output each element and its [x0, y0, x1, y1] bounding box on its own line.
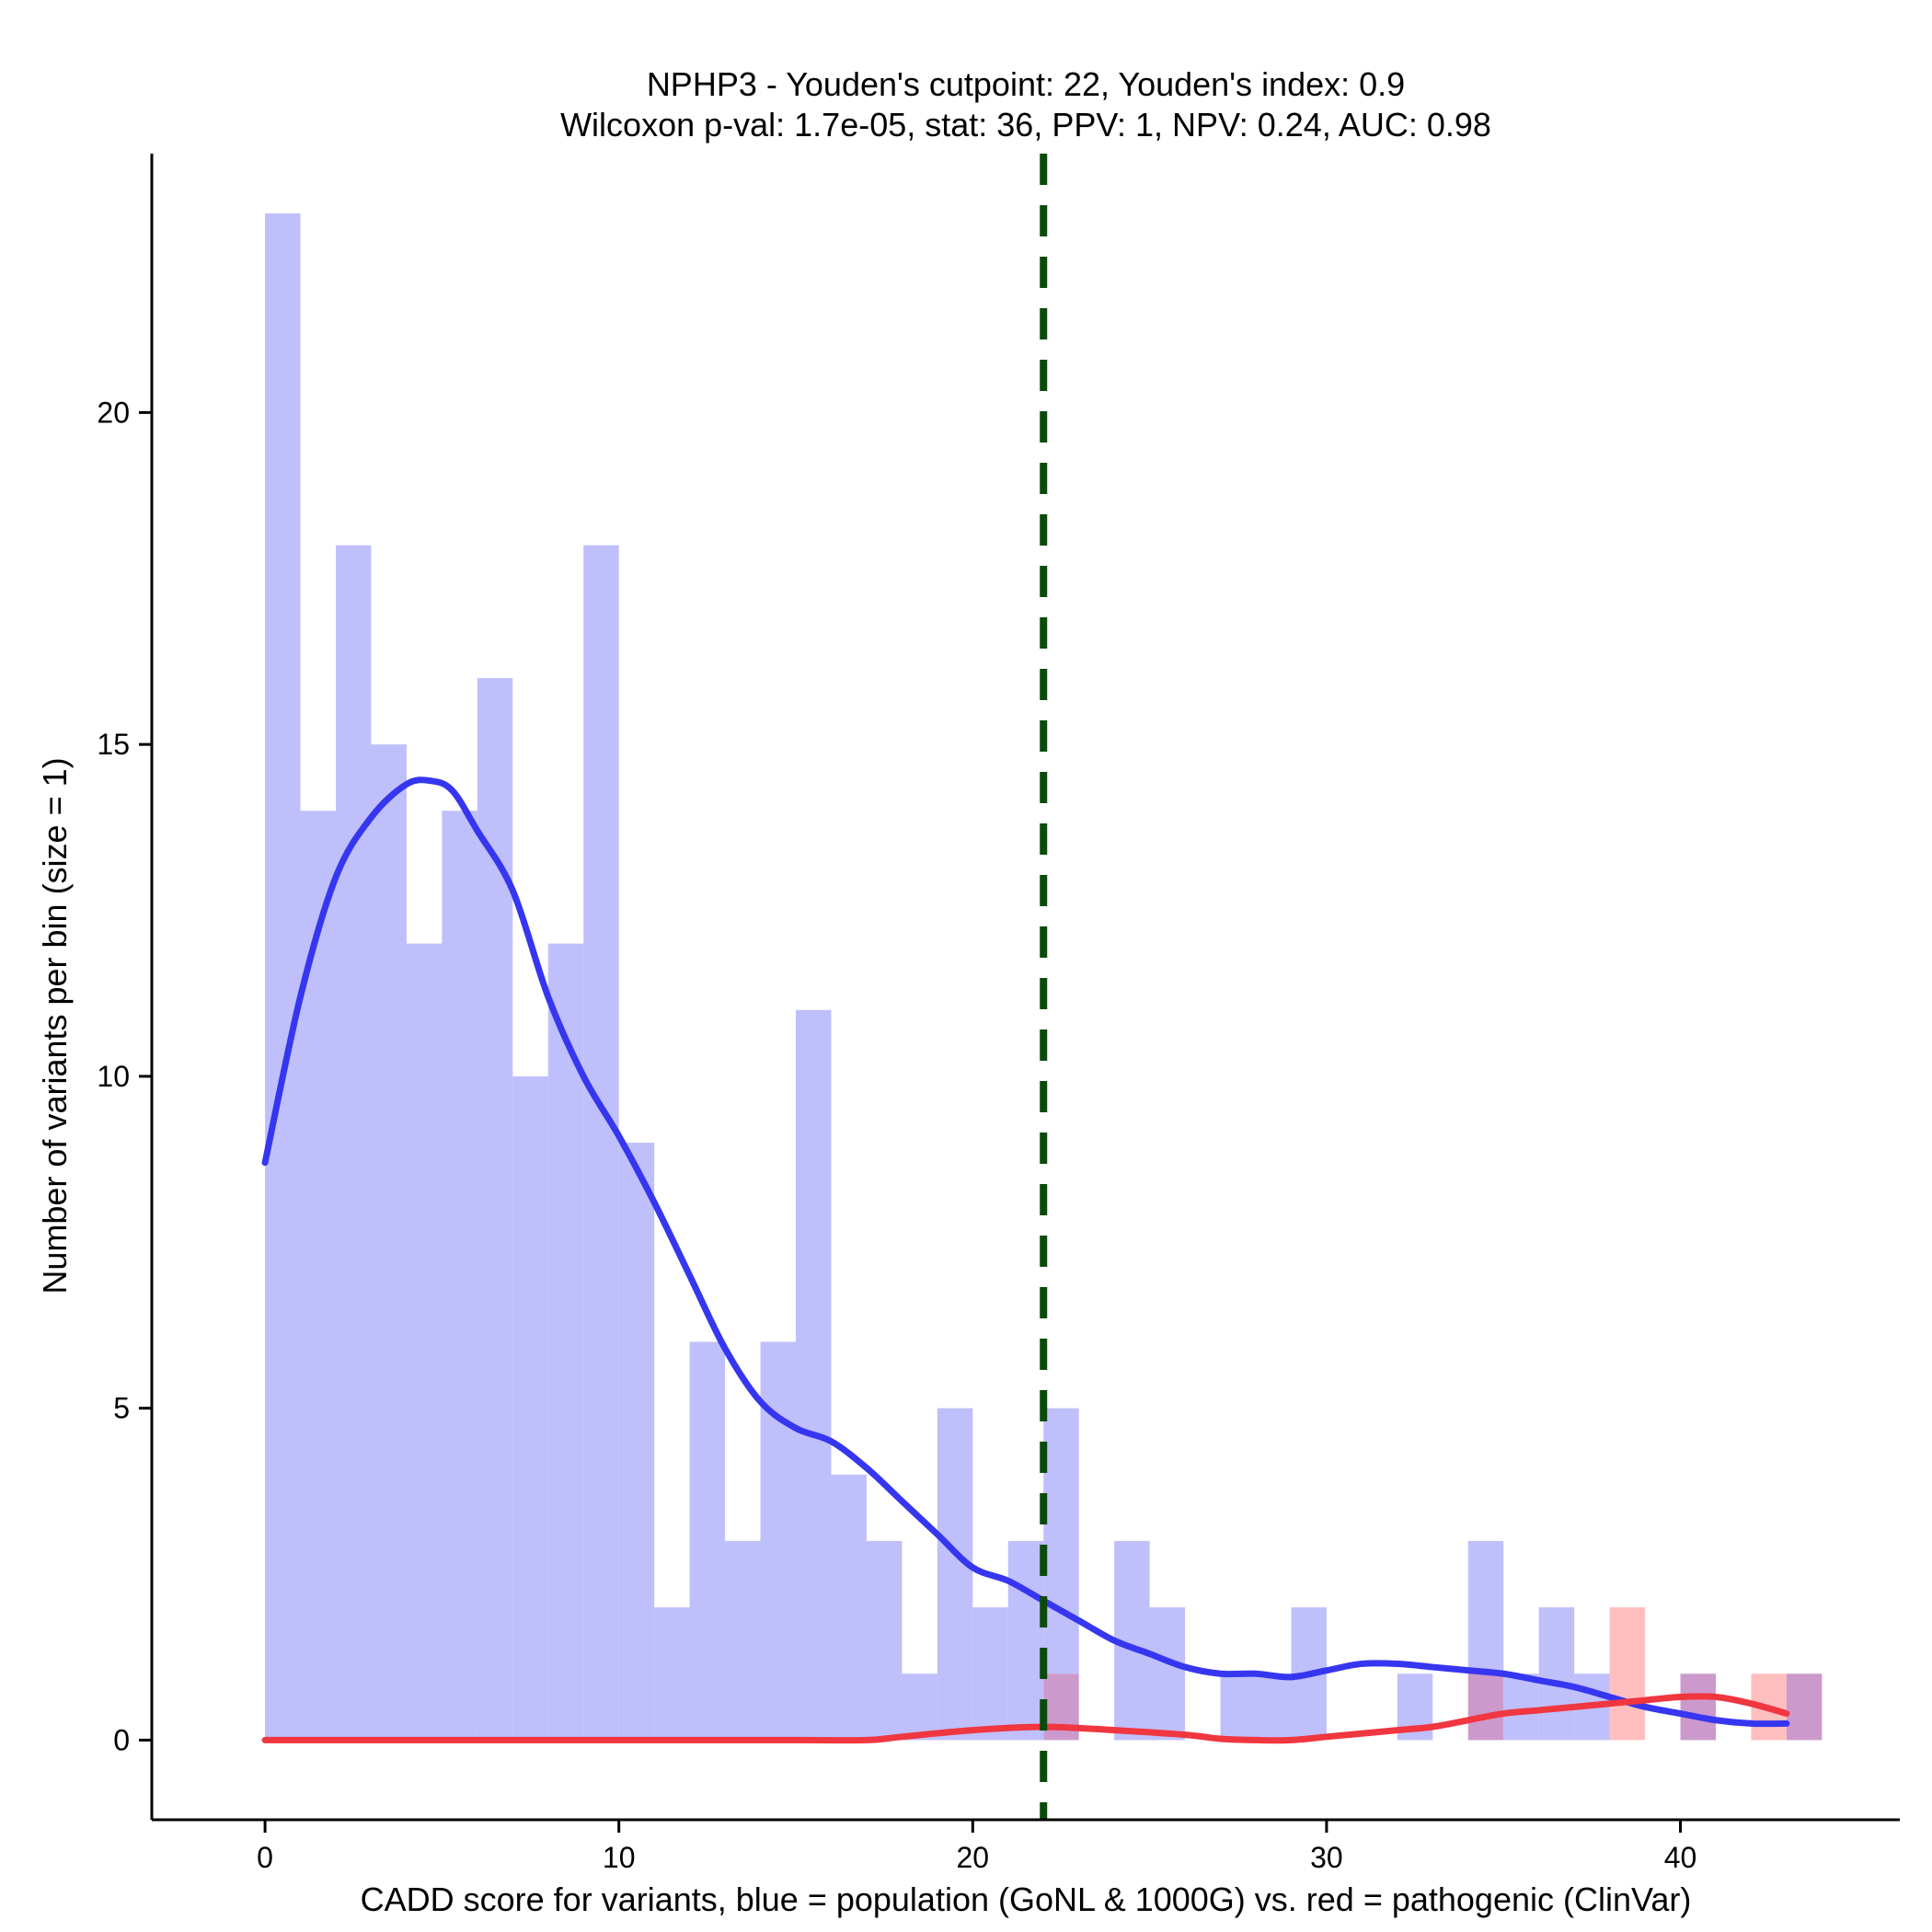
population-bar — [1538, 1607, 1575, 1741]
y-tick-label: 5 — [113, 1392, 130, 1425]
x-tick-label: 10 — [603, 1841, 636, 1874]
population-bar — [1503, 1673, 1539, 1741]
population-bar — [1149, 1607, 1186, 1741]
population-bar — [1467, 1540, 1504, 1674]
chart-subtitle: Wilcoxon p-val: 1.7e-05, stat: 36, PPV: … — [560, 106, 1491, 144]
x-tick-label: 40 — [1664, 1841, 1697, 1874]
population-bar — [689, 1341, 726, 1741]
population-bar — [300, 811, 336, 1741]
population-bar — [583, 545, 619, 1741]
population-bar — [512, 1075, 548, 1741]
y-tick-label: 10 — [97, 1060, 130, 1093]
x-tick-label: 20 — [957, 1841, 990, 1874]
overlap-bar — [1467, 1673, 1504, 1741]
population-density-curve — [261, 776, 1790, 1728]
population-bar — [831, 1474, 867, 1741]
x-axis-ticks: 0 10 20 30 40 — [257, 1820, 1696, 1874]
population-bar — [866, 1540, 903, 1741]
pathogenic-bar — [1609, 1607, 1646, 1741]
population-bar — [796, 1009, 832, 1741]
population-bar — [902, 1673, 937, 1741]
y-tick-label: 20 — [97, 396, 130, 429]
population-bar — [265, 213, 301, 1741]
density-curves — [261, 776, 1790, 1744]
population-bar — [1007, 1540, 1044, 1741]
population-bar — [547, 943, 584, 1741]
population-bar — [442, 811, 477, 1741]
y-axis-label: Number of variants per bin (size = 1) — [36, 757, 74, 1294]
x-tick-label: 0 — [257, 1841, 273, 1874]
y-axis-ticks: 0 5 10 15 20 — [97, 396, 152, 1756]
y-tick-label: 0 — [113, 1723, 130, 1756]
overlap-bar — [1786, 1673, 1823, 1741]
x-axis-label: CADD score for variants, blue = populati… — [361, 1880, 1692, 1918]
population-bar — [406, 943, 443, 1741]
population-bar — [760, 1341, 796, 1741]
population-bar — [618, 1143, 655, 1741]
population-bar — [972, 1607, 1008, 1741]
x-tick-label: 30 — [1310, 1841, 1343, 1874]
pathogenic-density-curve — [261, 1693, 1790, 1744]
population-bar — [654, 1607, 690, 1741]
population-bar — [937, 1408, 973, 1741]
population-bar — [336, 545, 372, 1741]
overlap-bars — [1043, 1673, 1823, 1741]
population-bar — [1256, 1673, 1292, 1741]
y-tick-label: 15 — [97, 728, 130, 761]
population-bar — [1220, 1673, 1256, 1741]
population-bar — [725, 1540, 761, 1741]
population-bars — [265, 213, 1610, 1741]
population-bar — [1043, 1408, 1079, 1674]
population-bar — [371, 744, 407, 1741]
chart-title: NPHP3 - Youden's cutpoint: 22, Youden's … — [647, 65, 1405, 103]
axes — [150, 154, 1900, 1822]
overlap-bar — [1680, 1673, 1716, 1741]
